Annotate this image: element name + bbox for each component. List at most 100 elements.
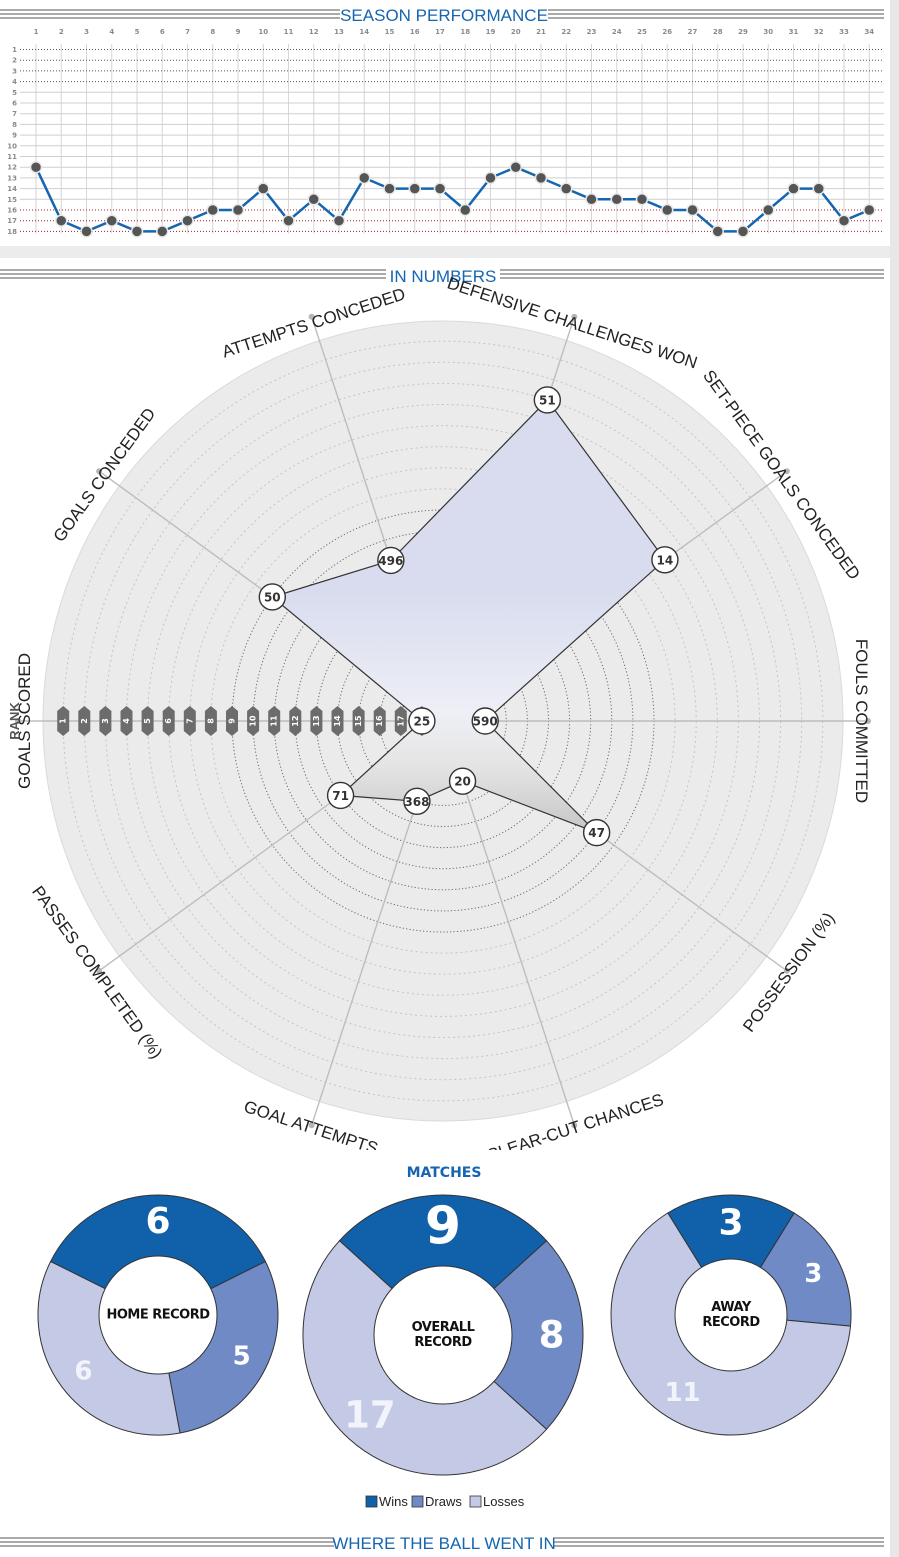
y-tick-label: 15 [7,196,17,204]
donut-title-line: RECORD [702,1315,760,1330]
y-tick-label: 9 [12,132,17,140]
x-tick-label: 22 [561,28,571,36]
rank-shape [162,706,175,736]
x-tick-label: 27 [688,28,698,36]
x-tick-label: 12 [309,28,319,36]
donut-title-line: HOME RECORD [106,1308,210,1323]
spoke-end-dot [865,718,871,724]
rank-marker: 16 [373,706,386,736]
x-tick-label: 5 [135,28,140,36]
rank-shape [352,706,365,736]
donut-title-line: AWAY [711,1300,752,1315]
legend-label: Draws [425,1494,462,1509]
donut-value-losses: 11 [664,1378,700,1408]
season-point [610,193,623,206]
season-point [484,171,497,185]
x-tick-label: 30 [763,28,773,36]
rank-shape [120,706,133,736]
rank-marker: 8 [204,706,217,736]
x-tick-label: 10 [258,28,268,36]
x-tick-label: 31 [789,28,799,36]
season-point [181,214,194,227]
value-bubble: 496 [377,546,405,575]
rank-shape [204,706,217,736]
value-bubble: 47 [582,818,611,847]
season-point [661,203,674,217]
season-point [257,182,270,195]
rank-number: 15 [354,715,363,727]
season-point [55,214,68,227]
legend-label: Wins [379,1494,408,1509]
legend-item-draws: Draws [411,1494,462,1509]
season-title: SEASON PERFORMANCE [340,6,548,25]
rank-marker: 11 [268,706,281,736]
rank-number: 13 [312,715,321,726]
rank-shape [394,706,407,736]
value-circle [651,546,679,574]
spoke-end-dot [308,313,315,320]
legend-swatch [469,1495,482,1508]
x-tick-label: 9 [236,28,241,36]
spoke-end-dot [15,718,21,724]
x-tick-label: 17 [435,28,445,36]
rank-marker: 14 [331,706,344,736]
numbers-header: IN NUMBERS [0,267,884,286]
x-tick-label: 29 [738,28,748,36]
x-tick-label: 25 [637,28,647,36]
season-point [408,182,421,195]
in-numbers-radar: IN NUMBERS GOAL ATTEMPTS CLEAR-CUT CHANCE… [0,267,884,1150]
donut-value-draws: 3 [804,1259,822,1289]
value-label: 496 [378,554,403,568]
season-point [130,225,144,238]
y-tick-label: 6 [12,100,17,108]
spoke-end-dot [308,1122,315,1129]
donut-title-line: OVERALL [412,1320,475,1335]
season-point [383,182,396,195]
x-tick-label: 24 [612,28,622,36]
rank-shape [78,706,91,736]
value-circle [403,787,431,815]
y-tick-label: 2 [12,57,17,65]
season-point [812,182,825,195]
x-tick-label: 3 [84,28,89,36]
x-tick-label: 32 [814,28,824,36]
season-point [231,203,245,217]
x-tick-label: 16 [410,28,420,36]
rank-shape [268,706,281,736]
season-point [509,160,522,174]
y-tick-label: 14 [7,185,17,193]
value-label: 71 [332,789,349,803]
x-tick-label: 33 [839,28,849,36]
spoke-end-dot [96,468,103,475]
radar-value-markers: 368 20 47 590 14 51 496 50 25 71 [258,386,679,847]
rank-marker: 2 [78,706,91,736]
y-tick-label: 8 [12,121,17,129]
y-tick-label: 1 [12,46,17,54]
value-circle [533,386,562,414]
rank-label: RANK [7,702,22,740]
matches-legend: Wins Draws Losses [365,1494,525,1509]
donut-slice-wins [338,1194,548,1336]
season-line [29,160,876,238]
season-point [560,182,573,195]
legend-swatch [411,1495,424,1508]
rank-number: 17 [396,715,405,726]
rank-number: 11 [270,715,279,727]
x-tick-label: 34 [864,28,874,36]
x-tick-label: 8 [210,28,215,36]
value-label: 47 [588,826,605,840]
season-point [307,193,320,206]
rank-shape [331,706,344,736]
y-tick-label: 17 [7,217,17,225]
season-header: SEASON PERFORMANCE [0,6,884,25]
x-tick-label: 6 [160,28,165,36]
x-tick-label: 1 [34,28,39,36]
rank-number: 8 [206,718,215,724]
rank-number: 7 [185,718,194,724]
season-point [762,203,775,217]
value-label: 14 [657,553,674,567]
value-label: 20 [454,775,471,789]
season-point [80,225,93,238]
